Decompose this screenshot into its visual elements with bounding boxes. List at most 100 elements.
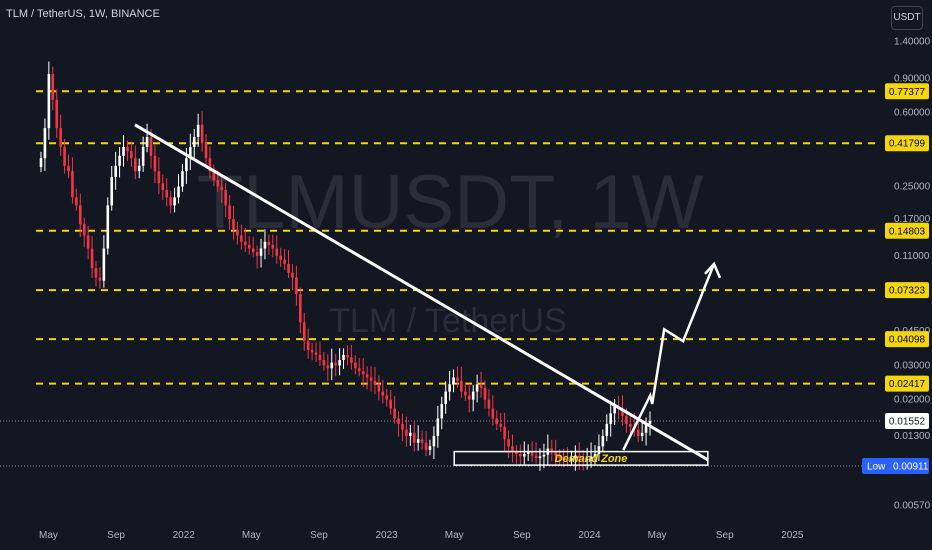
candle-body bbox=[169, 197, 172, 206]
candle-body bbox=[63, 146, 66, 166]
demand-zone: Demand Zone bbox=[453, 450, 709, 466]
candle-body bbox=[401, 423, 404, 430]
candle-body bbox=[570, 458, 573, 461]
x-tick-label: 2025 bbox=[781, 530, 804, 541]
x-tick-label: 2023 bbox=[375, 530, 398, 541]
candle-body bbox=[244, 241, 247, 246]
candle-body bbox=[471, 391, 475, 400]
candle-body bbox=[71, 171, 74, 198]
candle-body bbox=[507, 439, 510, 447]
candle-body bbox=[110, 177, 114, 206]
candle-body bbox=[204, 142, 208, 159]
x-tick-label: May bbox=[242, 530, 261, 541]
candle-body bbox=[444, 391, 447, 404]
candle-body bbox=[577, 455, 581, 459]
currency-button[interactable]: USDT bbox=[891, 6, 923, 30]
candle-body bbox=[153, 155, 157, 172]
x-tick-label: Sep bbox=[310, 530, 328, 541]
low-value: 0.00911 bbox=[893, 461, 929, 472]
candle-body bbox=[354, 362, 357, 369]
candle-body bbox=[475, 384, 479, 392]
x-tick-label: 2022 bbox=[173, 530, 196, 541]
level-value: 0.77377 bbox=[889, 87, 926, 98]
level-value: 0.02417 bbox=[889, 379, 926, 390]
level-value: 0.04098 bbox=[889, 335, 926, 346]
candle-body bbox=[59, 128, 62, 147]
current-price-badge bbox=[885, 413, 929, 430]
candle-body bbox=[420, 439, 424, 443]
candle-body bbox=[165, 190, 169, 198]
candle-body bbox=[629, 423, 632, 427]
candle-body bbox=[247, 245, 251, 249]
candle-body bbox=[405, 429, 408, 436]
candle-body bbox=[530, 451, 534, 456]
candle-body bbox=[314, 352, 318, 355]
candle-body bbox=[295, 277, 298, 294]
level-badge bbox=[885, 282, 929, 299]
x-tick-label: Sep bbox=[513, 530, 531, 541]
candle-body bbox=[200, 124, 204, 143]
projection-arrowhead bbox=[704, 261, 722, 279]
candle-body bbox=[118, 155, 121, 166]
y-tick-label: 0.17000 bbox=[894, 214, 931, 225]
candle-body bbox=[216, 180, 220, 187]
candle-body bbox=[86, 235, 90, 249]
price-axis[interactable]: 1.40000 0.90000 0.60000 0.25000 0.17000 0.110… bbox=[894, 36, 931, 511]
candle-body bbox=[381, 391, 385, 396]
candle-body bbox=[232, 219, 235, 230]
candle-body bbox=[133, 158, 137, 172]
time-axis[interactable]: May Sep 2022 May Sep 2023 May Sep 2024 May Sep 2025 bbox=[39, 530, 804, 541]
candle-body bbox=[263, 241, 267, 249]
candle-body bbox=[122, 146, 125, 156]
level-value: 0.14803 bbox=[889, 226, 926, 237]
candle-body bbox=[393, 408, 396, 419]
y-tick-label: 0.03000 bbox=[894, 360, 931, 371]
candle-body bbox=[554, 451, 558, 456]
candle-body bbox=[357, 368, 361, 372]
candle-body bbox=[644, 423, 648, 433]
candle-body bbox=[75, 197, 78, 206]
candle-body bbox=[137, 165, 141, 172]
candle-body bbox=[609, 413, 613, 424]
candle-body bbox=[192, 136, 196, 147]
candle-body bbox=[389, 399, 392, 409]
candle-body bbox=[310, 350, 314, 353]
projection-arrow bbox=[622, 261, 722, 451]
chart-header-title: TLM / TetherUS, 1W, BINANCE bbox=[6, 8, 160, 20]
candle-body bbox=[78, 205, 82, 225]
y-tick-label: 0.00570 bbox=[894, 501, 931, 512]
candle-body bbox=[212, 171, 216, 181]
y-tick-label: 0.11000 bbox=[894, 251, 930, 262]
candle-body bbox=[208, 158, 212, 172]
level-badge bbox=[885, 331, 929, 348]
candle-body bbox=[511, 446, 514, 452]
candle-body bbox=[369, 377, 373, 381]
candle-body bbox=[636, 429, 640, 436]
level-value: 0.07323 bbox=[889, 286, 926, 297]
candle-body bbox=[491, 408, 495, 419]
candle-body bbox=[51, 73, 55, 100]
candle-body bbox=[67, 165, 70, 172]
candle-body bbox=[43, 128, 47, 159]
y-tick-label: 0.60000 bbox=[894, 108, 931, 119]
candle-body bbox=[326, 365, 330, 369]
candle-body bbox=[275, 248, 279, 256]
x-tick-label: May bbox=[445, 530, 464, 541]
watermark-symbol: TLMUSDT, 1W bbox=[197, 160, 704, 245]
candle-body bbox=[412, 432, 416, 443]
candle-body bbox=[318, 354, 322, 360]
candle-body bbox=[90, 248, 94, 269]
candle-body bbox=[621, 408, 624, 416]
y-tick-label: 0.02000 bbox=[894, 395, 931, 406]
candle-body bbox=[648, 421, 652, 424]
candle-body bbox=[267, 241, 271, 246]
low-badge bbox=[862, 457, 929, 474]
candle-body bbox=[161, 183, 165, 191]
candle-body bbox=[479, 384, 483, 388]
candle-body bbox=[181, 171, 184, 187]
candle-body bbox=[173, 197, 176, 206]
candle-body bbox=[499, 423, 502, 427]
candle-body bbox=[456, 377, 459, 381]
